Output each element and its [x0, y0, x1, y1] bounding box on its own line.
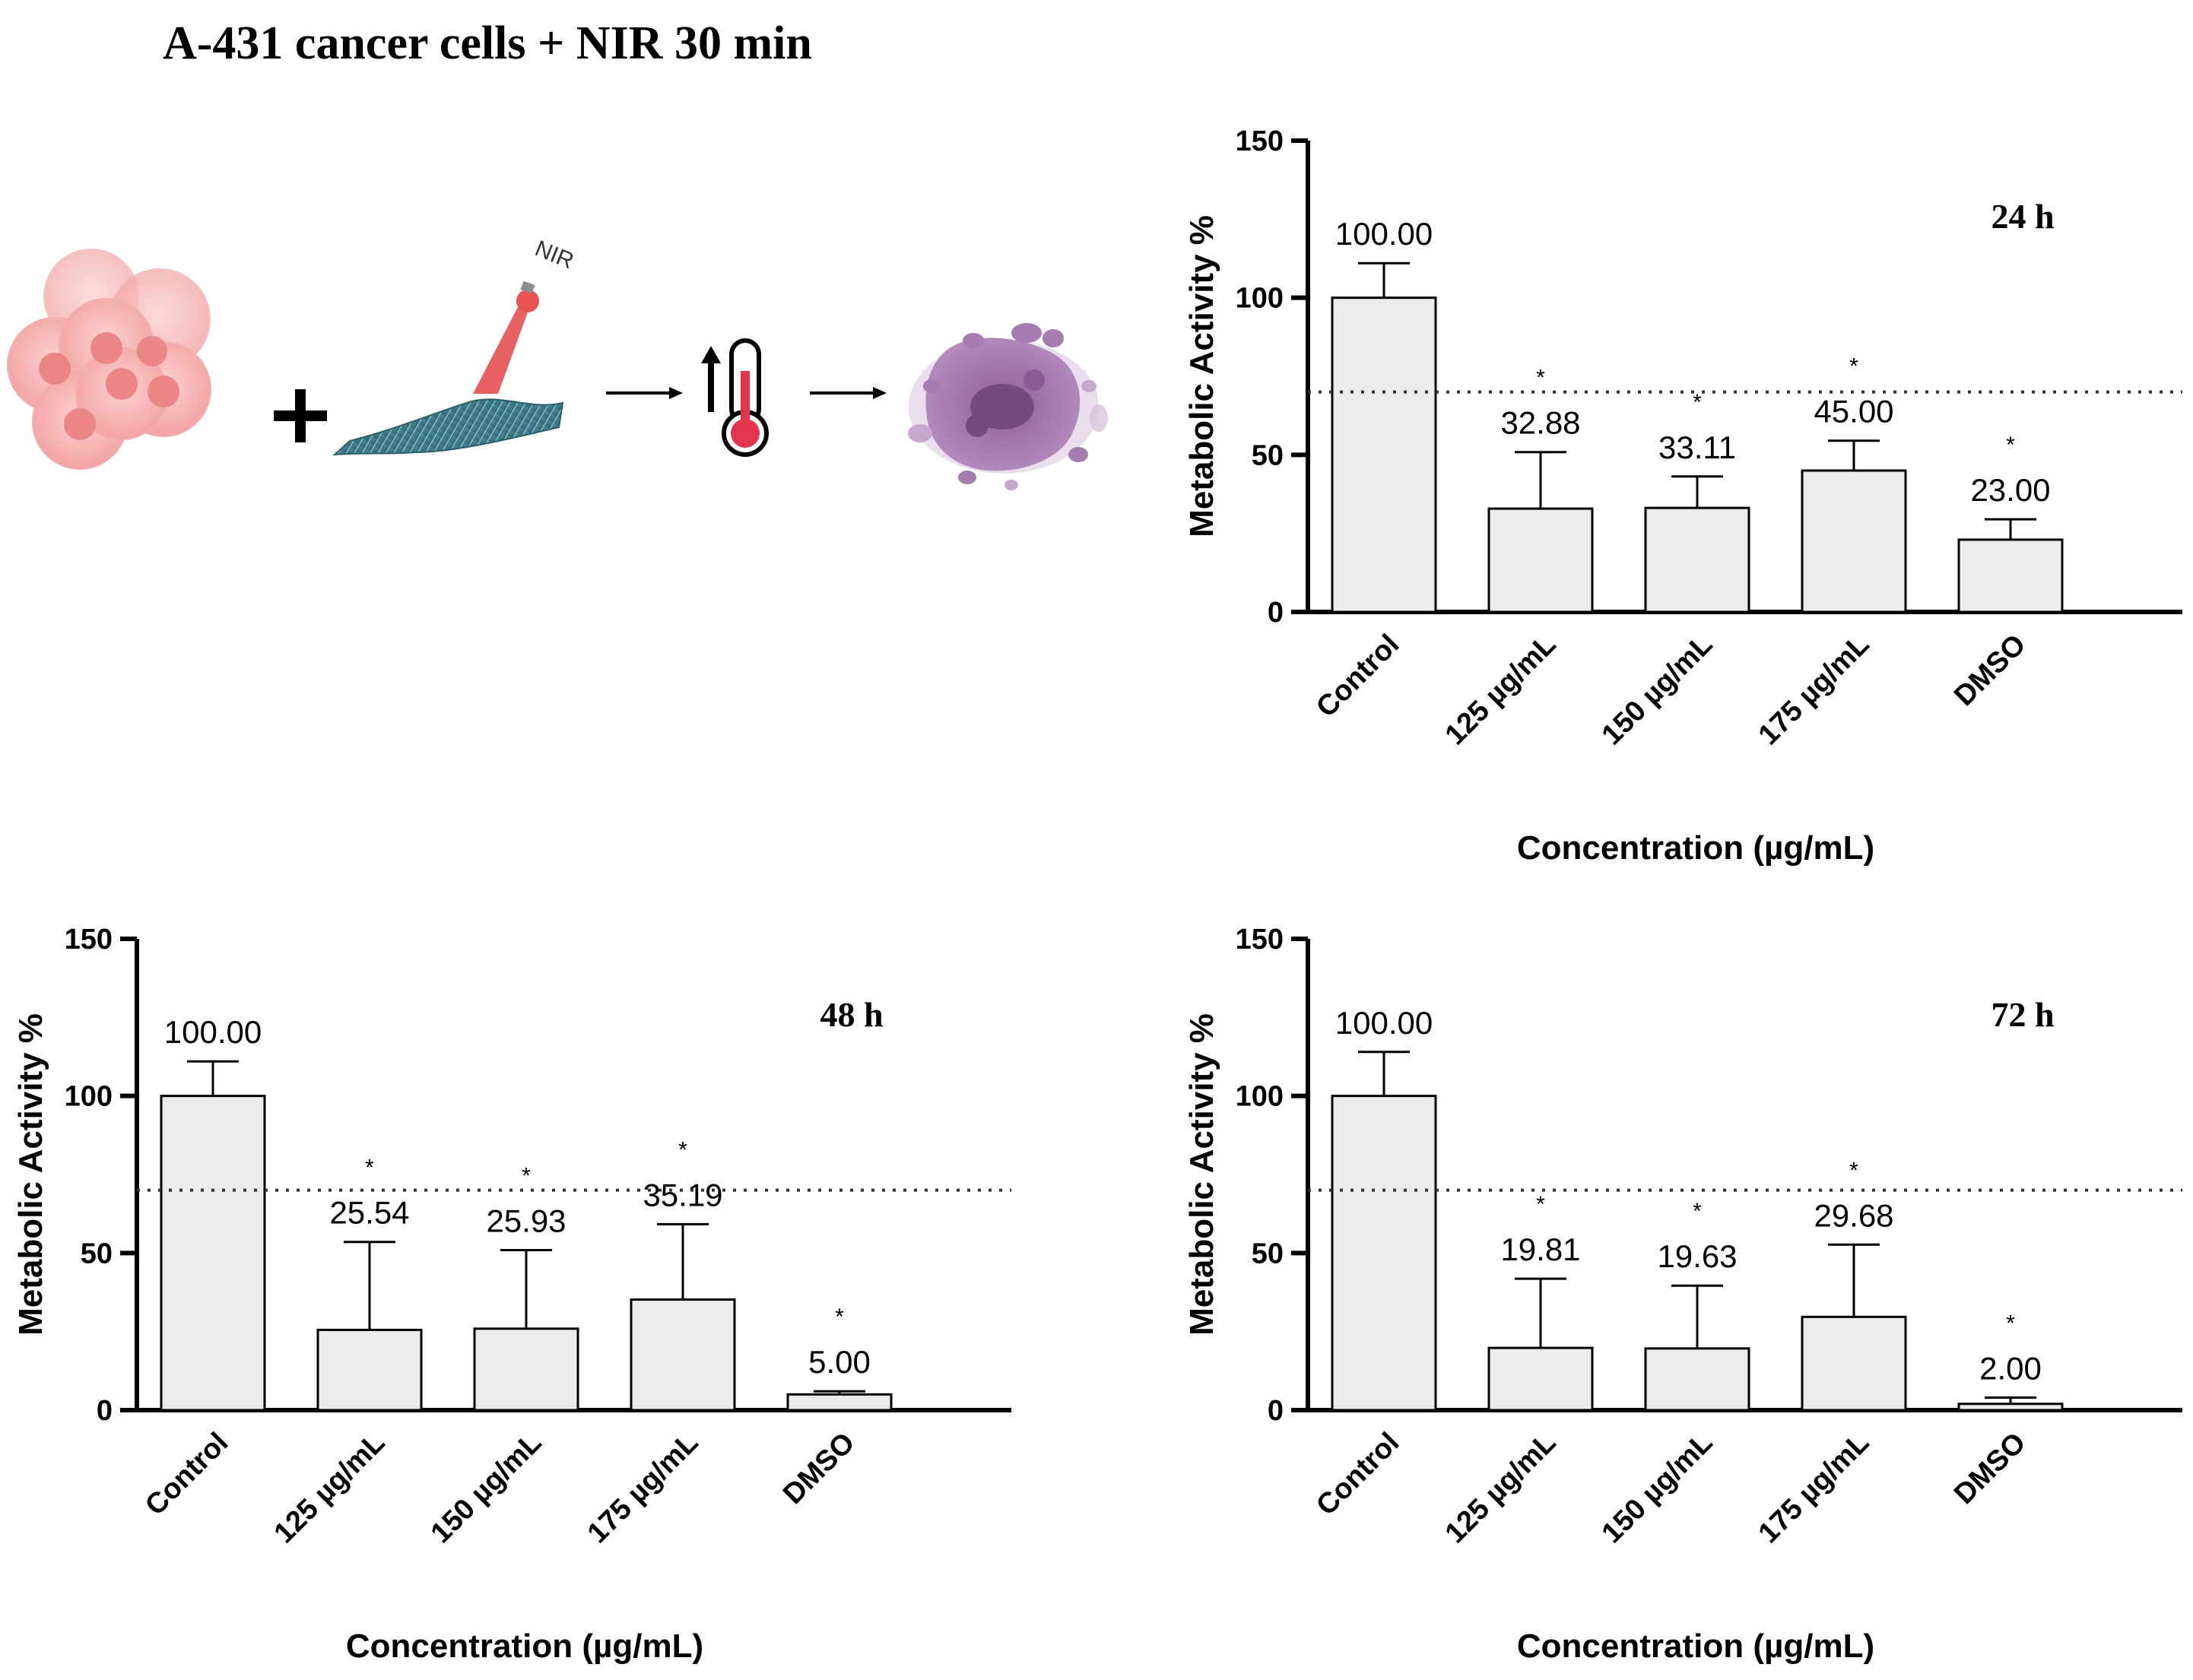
- y-tick-label: 0: [1268, 1395, 1284, 1427]
- x-tick-label: Control: [1310, 629, 1405, 724]
- y-tick-label: 50: [1252, 439, 1284, 471]
- arrow-right-icon: [606, 387, 683, 399]
- y-tick-label: 0: [97, 1395, 113, 1427]
- data-label: 100.00: [164, 1014, 262, 1050]
- x-axis-label: Concentration (µg/mL): [1517, 1628, 1874, 1665]
- y-tick-label: 150: [1236, 924, 1284, 956]
- y-tick-label: 150: [65, 924, 113, 956]
- x-tick-label: 175 µg/mL: [1753, 629, 1876, 752]
- x-tick-label: DMSO: [777, 1427, 861, 1510]
- y-axis-label: Metabolic Activity %: [1183, 1013, 1220, 1336]
- significance-marker: *: [678, 1137, 687, 1162]
- data-label: 2.00: [1979, 1350, 2042, 1386]
- data-label: 32.88: [1500, 405, 1580, 441]
- x-tick-label: 150 µg/mL: [1596, 629, 1719, 752]
- significance-marker: *: [1693, 390, 1702, 415]
- data-label: 19.81: [1500, 1231, 1580, 1267]
- bar: [1801, 469, 1907, 613]
- significance-marker: *: [2006, 433, 2015, 458]
- y-axis-label: Metabolic Activity %: [12, 1013, 49, 1336]
- nir-label: NIR: [532, 236, 577, 274]
- thermometer-icon: [722, 338, 769, 457]
- bar: [316, 1328, 423, 1412]
- chart-title: 48 h: [820, 995, 883, 1034]
- bar: [1487, 1346, 1594, 1412]
- data-label: 5.00: [808, 1344, 871, 1380]
- dead-cell-icon: [908, 323, 1108, 490]
- nir-laser-icon: NIR: [473, 236, 577, 394]
- bar: [1957, 1403, 2064, 1412]
- significance-marker: *: [2006, 1311, 2015, 1336]
- x-tick-label: 125 µg/mL: [268, 1427, 392, 1550]
- bar: [1644, 1347, 1750, 1412]
- x-tick-label: DMSO: [1948, 1427, 2032, 1510]
- bar: [1644, 506, 1750, 613]
- arrow-right-icon: [810, 387, 887, 399]
- bar: [630, 1298, 736, 1412]
- x-axis-label: Concentration (µg/mL): [1517, 829, 1874, 867]
- y-tick-label: 0: [1268, 597, 1284, 629]
- bar: [786, 1393, 893, 1412]
- y-tick-label: 100: [65, 1081, 113, 1113]
- y-tick-label: 100: [1236, 1081, 1284, 1113]
- x-tick-label: 175 µg/mL: [1753, 1427, 1876, 1550]
- data-label: 33.11: [1658, 430, 1736, 465]
- treatment-schematic: NIR: [7, 236, 1108, 490]
- data-label: 23.00: [1970, 472, 2050, 508]
- data-label: 25.54: [329, 1195, 409, 1231]
- x-tick-label: 125 µg/mL: [1439, 629, 1563, 752]
- temperature-up-icon: [701, 346, 721, 412]
- chart-48h: 0 50 100 150 Metabolic Activity % 48 h 100.00 C…: [12, 924, 1011, 1665]
- bar: [1957, 538, 2064, 613]
- cancer-cell-cluster-icon: [7, 249, 211, 470]
- x-tick-label: DMSO: [1948, 629, 2032, 712]
- bar: [160, 1095, 266, 1412]
- significance-marker: *: [1536, 366, 1545, 391]
- figure-title: A-431 cancer cells + NIR 30 min: [163, 17, 812, 69]
- data-label: 29.68: [1814, 1197, 1893, 1233]
- data-label: 45.00: [1814, 394, 1893, 430]
- plus-icon: [274, 389, 327, 442]
- y-tick-label: 100: [1236, 283, 1284, 315]
- significance-marker: *: [522, 1163, 531, 1188]
- bar: [1331, 296, 1437, 613]
- data-label: 100.00: [1335, 216, 1433, 252]
- data-label: 35.19: [643, 1177, 722, 1212]
- x-tick-label: Control: [1310, 1427, 1405, 1522]
- chart-72h: 0 50 100 150 Metabolic Activity % 72 h 100.00 C…: [1183, 924, 2182, 1665]
- bar: [473, 1327, 579, 1412]
- x-axis-label: Concentration (µg/mL): [346, 1628, 703, 1665]
- significance-marker: *: [1849, 354, 1858, 379]
- significance-marker: *: [1693, 1199, 1702, 1224]
- bar: [1487, 507, 1594, 613]
- nanofiber-mat-icon: [332, 398, 564, 456]
- y-tick-label: 50: [81, 1238, 113, 1270]
- bar: [1801, 1315, 1907, 1412]
- y-tick-label: 50: [1252, 1238, 1284, 1270]
- data-label: 25.93: [486, 1203, 566, 1238]
- x-tick-label: 150 µg/mL: [425, 1427, 548, 1550]
- x-tick-label: 125 µg/mL: [1439, 1427, 1563, 1550]
- significance-marker: *: [365, 1155, 374, 1181]
- y-tick-label: 150: [1236, 125, 1284, 157]
- significance-marker: *: [1536, 1192, 1545, 1217]
- x-tick-label: 175 µg/mL: [582, 1427, 705, 1550]
- data-label: 100.00: [1335, 1005, 1433, 1041]
- data-label: 19.63: [1657, 1238, 1737, 1274]
- chart-title: 24 h: [1991, 197, 2054, 236]
- significance-marker: *: [1849, 1158, 1858, 1183]
- bar: [1331, 1095, 1437, 1412]
- significance-marker: *: [835, 1304, 844, 1330]
- chart-title: 72 h: [1991, 995, 2054, 1034]
- x-tick-label: 150 µg/mL: [1596, 1427, 1719, 1550]
- y-axis-label: Metabolic Activity %: [1183, 215, 1220, 537]
- chart-24h: 0 50 100 150 Metabolic Activity % 24 h 100.00 C…: [1183, 125, 2182, 867]
- x-tick-label: Control: [139, 1427, 234, 1522]
